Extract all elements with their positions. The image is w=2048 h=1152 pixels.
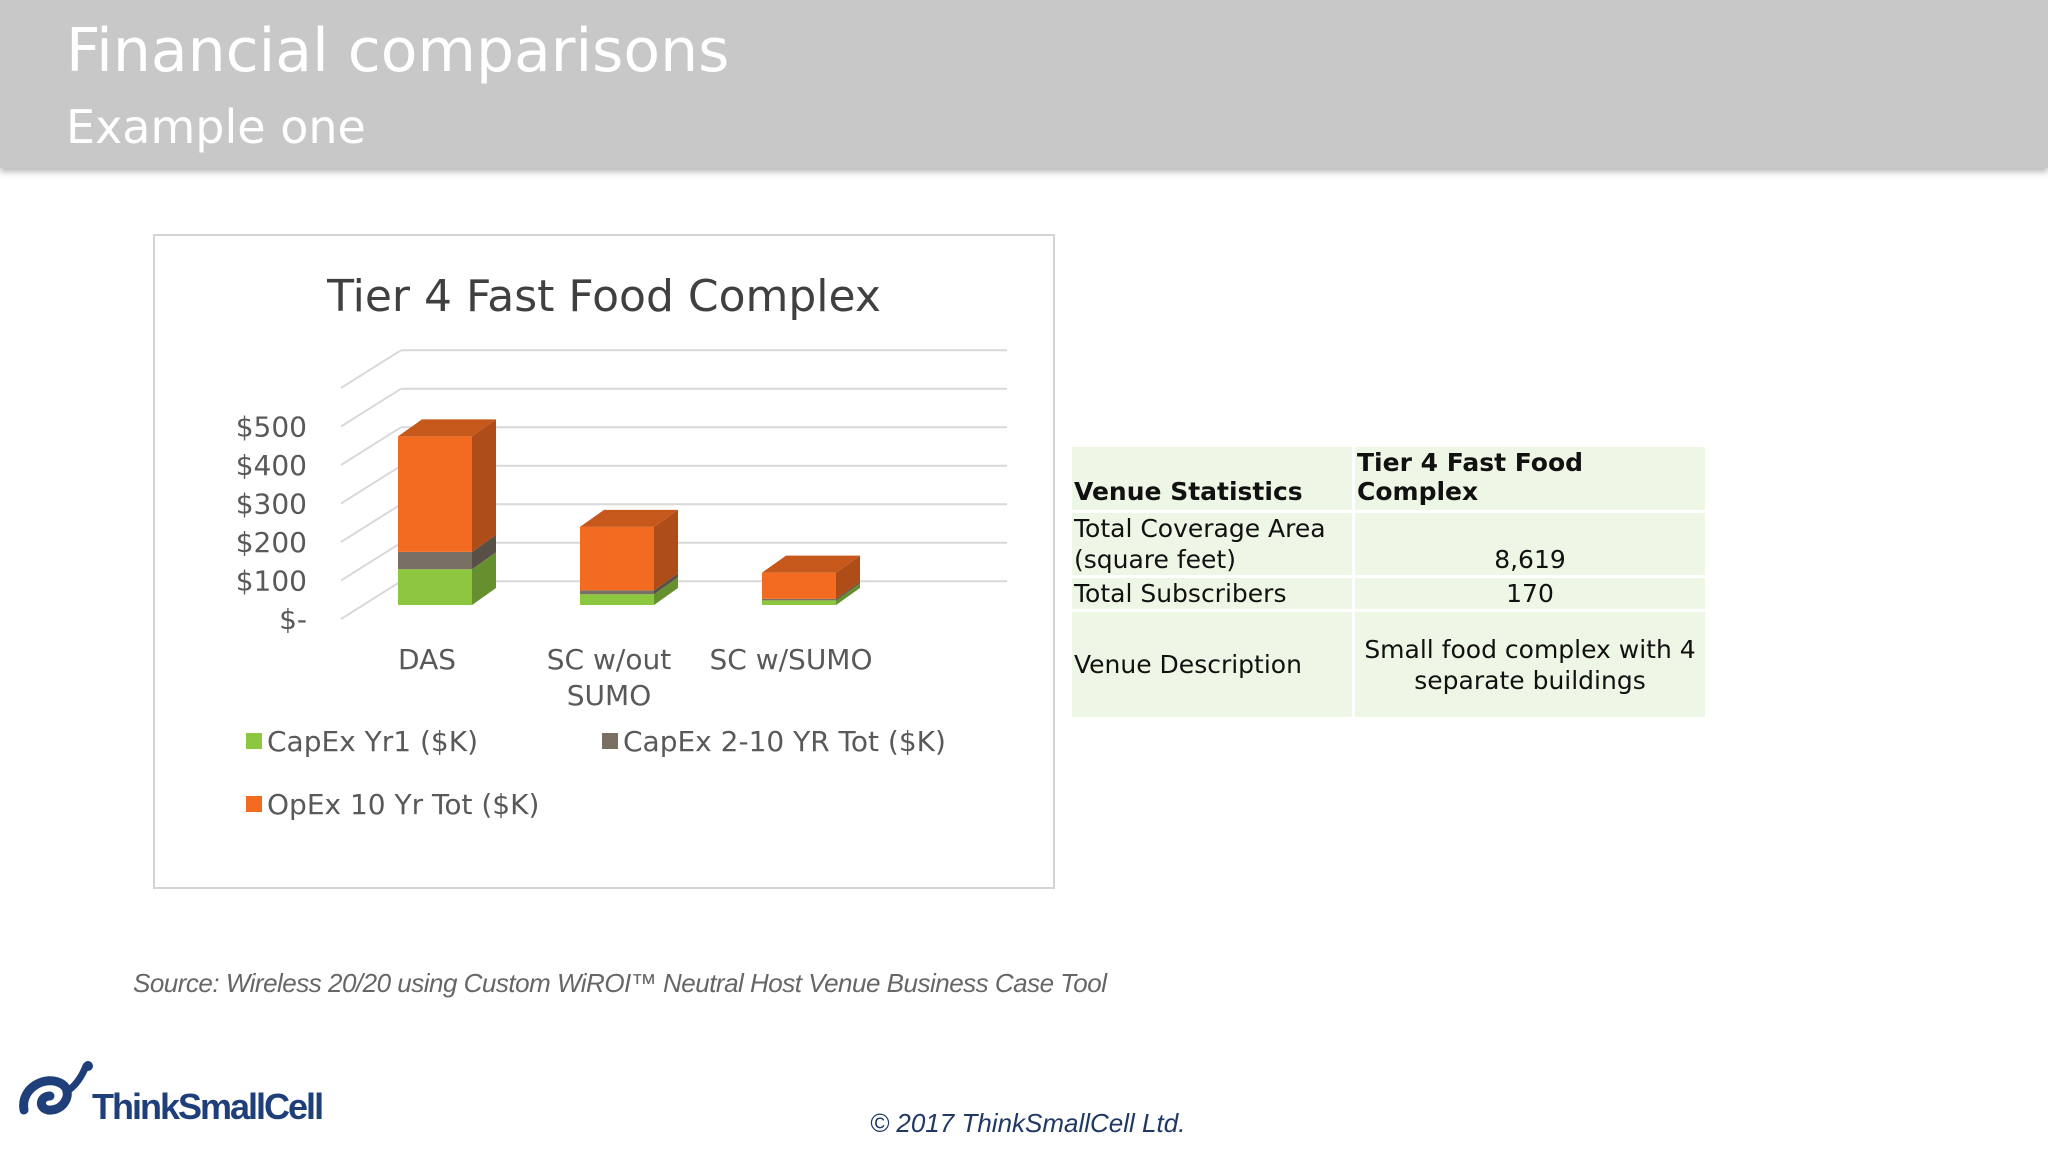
- bar-segment: [580, 526, 654, 591]
- table-row: Venue Description Small food complex wit…: [1072, 610, 1708, 720]
- legend-swatch: [246, 733, 262, 749]
- row-label-description: Venue Description: [1072, 610, 1355, 720]
- bar-segment: [762, 572, 836, 599]
- legend-swatch: [246, 796, 262, 812]
- bar-top: [762, 555, 860, 573]
- bar-segment-side: [654, 573, 678, 595]
- legend-label: OpEx 10 Yr Tot ($K): [267, 788, 539, 821]
- chart-frame: Tier 4 Fast Food Complex $- $100 $200 $300 $4…: [153, 234, 1055, 889]
- logo: ThinkSmallCell: [16, 1060, 336, 1132]
- row-label-subscribers: Total Subscribers: [1072, 576, 1355, 612]
- bar-segment-side: [836, 581, 860, 601]
- slide-header: Financial comparisons Example one: [0, 0, 2048, 168]
- grid-diagonal: [340, 464, 402, 505]
- grid-diagonal: [340, 349, 402, 389]
- y-tick-label: $300: [236, 488, 307, 521]
- bar-segment: [580, 590, 654, 595]
- slide-title: Financial comparisons: [66, 16, 730, 86]
- grid-diagonal: [340, 426, 402, 466]
- venue-statistics-table: Venue Statistics Tier 4 Fast Food Comple…: [1072, 447, 1708, 720]
- bar-segment: [580, 594, 654, 605]
- bar-segment: [762, 598, 836, 601]
- bar-segment-side: [836, 555, 860, 599]
- bar-segment: [398, 569, 472, 605]
- y-tick-label: $-: [279, 603, 307, 636]
- grid-diagonal: [340, 580, 402, 620]
- grid-diagonal: [340, 541, 402, 582]
- chart-svg: Tier 4 Fast Food Complex $- $100 $200 $300 $4…: [236, 271, 1007, 821]
- x-tick-label: SUMO: [567, 679, 651, 712]
- row-value-subscribers: 170: [1353, 576, 1708, 612]
- legend-swatch: [602, 733, 618, 749]
- y-tick-label: $400: [236, 449, 307, 482]
- x-tick-label: SC w/SUMO: [709, 643, 872, 676]
- y-tick-label: $200: [236, 526, 307, 559]
- bar-segment-side: [836, 583, 860, 605]
- bar-segment-side: [472, 552, 496, 605]
- grid-diagonal: [340, 387, 402, 428]
- bar-segment-side: [654, 577, 678, 605]
- bar-segment: [398, 436, 472, 552]
- chart-title: Tier 4 Fast Food Complex: [326, 271, 881, 322]
- logo-text: ThinkSmallCell: [92, 1086, 324, 1127]
- row-label-coverage: Total Coverage Area (square feet): [1072, 511, 1355, 578]
- x-tick-label: SC w/out: [547, 643, 671, 676]
- row-value-description: Small food complex with 4 separate build…: [1353, 610, 1708, 720]
- x-tick-label: DAS: [398, 643, 456, 676]
- row-value-coverage: 8,619: [1353, 511, 1708, 578]
- table-row: Total Coverage Area (square feet) 8,619: [1072, 511, 1708, 578]
- bar-segment-side: [654, 509, 678, 591]
- bar-segment: [398, 551, 472, 570]
- bar-top: [580, 509, 678, 527]
- table-row: Total Subscribers 170: [1072, 576, 1708, 612]
- grid-diagonal: [340, 503, 402, 543]
- copyright: © 2017 ThinkSmallCell Ltd.: [870, 1108, 1186, 1138]
- logo-swirl-icon: [19, 1061, 93, 1115]
- bar-segment-side: [472, 419, 496, 552]
- bar-segment: [762, 600, 836, 605]
- source-note: Source: Wireless 20/20 using Custom WiRO…: [133, 968, 1107, 998]
- y-tick-label: $500: [236, 411, 307, 444]
- table-header-value: Tier 4 Fast Food Complex: [1353, 447, 1708, 513]
- legend-label: CapEx 2-10 YR Tot ($K): [623, 725, 946, 758]
- slide-subtitle: Example one: [66, 100, 366, 154]
- y-tick-label: $100: [236, 565, 307, 598]
- legend-label: CapEx Yr1 ($K): [267, 725, 478, 758]
- bar-top: [398, 419, 496, 437]
- table-header-label: Venue Statistics: [1072, 447, 1355, 513]
- bar-segment-side: [472, 534, 496, 570]
- table-header-row: Venue Statistics Tier 4 Fast Food Comple…: [1072, 447, 1708, 513]
